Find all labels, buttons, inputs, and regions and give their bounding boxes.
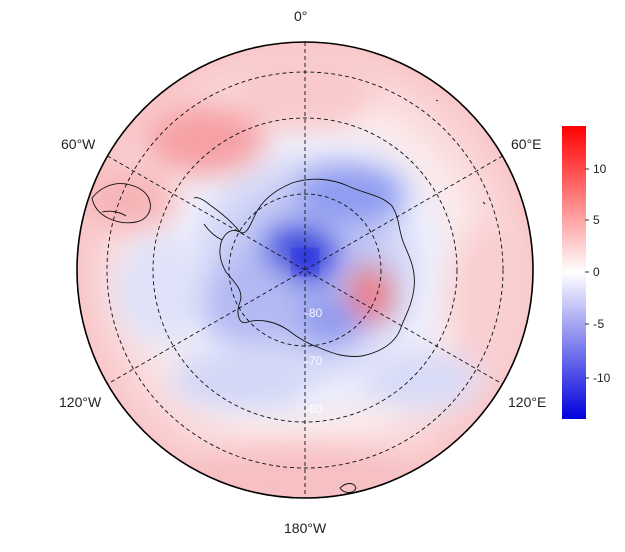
lat-label-60: -60 — [305, 402, 323, 416]
map-border — [76, 41, 534, 499]
colorbar-tick-10: 10 — [593, 162, 607, 176]
colorbar-tick-m5: -5 — [593, 317, 605, 331]
graticule — [106, 42, 504, 498]
lon-label-60w: 60°W — [61, 136, 96, 152]
colorbar-tick-0: 0 — [593, 265, 600, 279]
lon-label-180w: 180°W — [284, 520, 327, 536]
lon-label-120e: 120°E — [508, 394, 547, 410]
lon-label-120w: 120°W — [59, 394, 102, 410]
lon-label-0: 0° — [294, 8, 308, 24]
colorbar-tick-m10: -10 — [593, 371, 611, 385]
colorbar — [562, 126, 586, 419]
colorbar-tick-5: 5 — [593, 213, 600, 227]
colorbar-ticks — [585, 168, 589, 379]
lon-label-60e: 60°E — [511, 136, 542, 152]
anomaly-field — [77, 42, 533, 498]
lat-label-80: -80 — [305, 306, 323, 320]
lat-label-70: -70 — [305, 354, 323, 368]
coastline — [91, 99, 486, 493]
